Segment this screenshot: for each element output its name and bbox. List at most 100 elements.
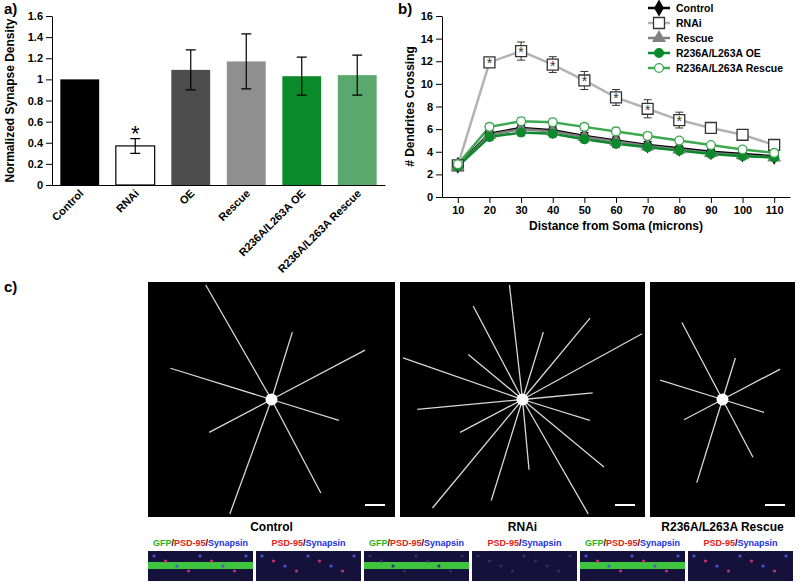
tick-label: Control [49, 187, 85, 223]
dendrite [473, 306, 522, 400]
x-tick: OE [177, 185, 197, 207]
inset-image [688, 551, 793, 581]
tick-label: 8 [427, 101, 433, 113]
tick-mark [436, 16, 442, 17]
dendrite [403, 358, 523, 400]
tick-mark [46, 164, 52, 165]
error-bar [580, 123, 588, 130]
inset-puncta [152, 554, 155, 557]
tick-mark [648, 197, 649, 203]
marker [452, 160, 463, 171]
tick-mark [436, 39, 442, 40]
axis-line [442, 17, 443, 198]
error-bar [549, 130, 557, 137]
figure: a)00.20.40.60.811.21.41.6ControlRNAiOERe… [0, 0, 800, 583]
x-tick: R236A/L263A Rescue [275, 185, 363, 275]
y-axis-title: # Dendrites Crossing [403, 46, 417, 167]
inset-puncta [630, 554, 633, 557]
tick-label: R236A/L263A Rescue [275, 187, 363, 275]
marker [454, 158, 462, 172]
tick-mark [521, 197, 522, 203]
inset-image [148, 551, 253, 581]
tick-label: 90 [705, 204, 717, 216]
inset-background [256, 551, 361, 581]
marker [548, 129, 557, 138]
y-tick: 0.2 [28, 158, 52, 170]
inset-puncta [545, 564, 548, 567]
marker [675, 136, 684, 145]
inset-label-part: Synapsin [522, 538, 562, 548]
panel-label: a) [4, 0, 17, 17]
annotation: * [518, 44, 524, 60]
y-tick: 6 [427, 123, 442, 135]
inset-puncta [187, 569, 190, 572]
tick-label: 0.4 [28, 137, 44, 149]
error-bar [454, 161, 462, 170]
y-tick: 2 [427, 168, 442, 180]
x-tick: 50 [579, 197, 591, 216]
tick-mark [46, 16, 52, 17]
tick-mark [489, 197, 490, 203]
tick-mark [436, 174, 442, 175]
x-tick: 30 [515, 197, 527, 216]
y-tick: 4 [427, 146, 442, 158]
tick-label: 16 [421, 10, 433, 22]
tick-mark [436, 197, 442, 198]
annotation: * [645, 102, 651, 118]
inset-puncta [727, 569, 730, 572]
dendrite [697, 400, 723, 483]
inset-puncta [233, 569, 236, 572]
tick-mark [436, 84, 442, 85]
inset-label-part: PSD-95 [606, 538, 638, 548]
inset-puncta [449, 569, 452, 572]
annotation: * [131, 121, 140, 146]
inset-label-part: Synapsin [424, 538, 464, 548]
scale-bar [365, 504, 385, 506]
legend-label: Rescue [676, 32, 714, 44]
inset-puncta [476, 554, 479, 557]
y-tick: 8 [427, 101, 442, 113]
x-tick: Rescue [216, 185, 252, 223]
dendrite [272, 332, 293, 399]
marker [738, 145, 747, 154]
tick-label: Rescue [216, 187, 252, 223]
micrograph [148, 282, 395, 517]
inset-label-part: PSD-95 [174, 538, 206, 548]
tick-label: 0.8 [28, 95, 43, 107]
inset-puncta [403, 569, 406, 572]
error-bar [517, 118, 525, 125]
x-tick: Control [49, 185, 85, 223]
tick-label: 0.2 [28, 158, 43, 170]
x-tick: 70 [642, 197, 654, 216]
tick-label: 4 [427, 146, 434, 158]
inset-label-part: Synapsin [208, 538, 248, 548]
inset-puncta [426, 559, 429, 562]
inset-puncta [437, 564, 440, 567]
tick-label: 10 [421, 78, 433, 90]
tick-label: 110 [766, 204, 784, 216]
scale-bar [615, 504, 635, 506]
legend-marker [655, 1, 663, 15]
legend-label: R236A/L263A Rescue [676, 62, 783, 74]
dendrite [206, 285, 272, 400]
marker [517, 128, 526, 137]
inset-puncta [221, 564, 224, 567]
marker [707, 150, 716, 159]
error-bar [549, 119, 557, 126]
tick-mark [46, 185, 52, 186]
legend-label: RNAi [676, 17, 702, 29]
tick-label: 80 [674, 204, 686, 216]
legend-marker [654, 18, 665, 29]
marker [485, 133, 494, 142]
marker [453, 160, 462, 169]
inset-puncta [773, 569, 776, 572]
x-axis: ControlRNAiOERescueR236A/L263A OER236A/L… [49, 185, 385, 275]
marker [580, 135, 589, 144]
dendrite [272, 400, 321, 494]
tick-mark [458, 197, 459, 203]
inset-label: PSD-95/Synapsin [487, 538, 561, 548]
dendrite [523, 400, 530, 470]
marker [452, 160, 464, 170]
inset-label: PSD-95/Synapsin [703, 538, 777, 548]
tick-mark [553, 197, 554, 203]
